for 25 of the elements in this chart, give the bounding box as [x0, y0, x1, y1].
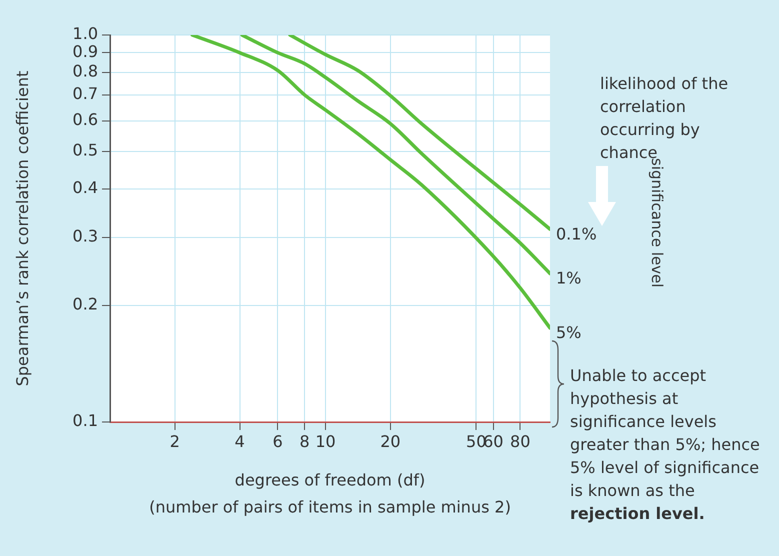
x-tick-label: 6 — [272, 432, 283, 451]
y-tick-label: 0.7 — [72, 84, 98, 104]
series-label: 5% — [556, 323, 582, 342]
x-tick-label: 4 — [234, 432, 245, 451]
x-tick-label: 8 — [300, 432, 310, 451]
y-tick-label: 0.6 — [72, 110, 98, 130]
series-label: 0.1% — [556, 224, 597, 244]
y-tick-label: 0.9 — [72, 42, 98, 61]
x-tick-label: 80 — [510, 432, 530, 451]
series-label: 1% — [556, 268, 582, 288]
y-tick-label: 0.4 — [72, 178, 98, 198]
y-tick-label: 0.1 — [72, 411, 98, 430]
y-tick-label: 0.2 — [72, 294, 98, 314]
y-tick-label: 1.0 — [72, 24, 98, 44]
y-tick-label: 0.5 — [72, 140, 98, 160]
x-tick-label: 60 — [483, 432, 504, 451]
x-axis-title: degrees of freedom (df) (number of pairs of items in sample minus 2) — [149, 470, 511, 517]
x-tick-label: 20 — [380, 432, 401, 451]
text: rejection level. — [570, 504, 705, 523]
y-tick-label: 0.3 — [72, 226, 98, 246]
x-tick-label: 10 — [315, 432, 336, 451]
x-tick-label: 2 — [170, 432, 180, 451]
text: significance level — [648, 158, 667, 288]
y-axis-title: Spearman’s rank correlation coefficient — [12, 70, 32, 386]
y-tick-label: 0.8 — [72, 62, 98, 81]
